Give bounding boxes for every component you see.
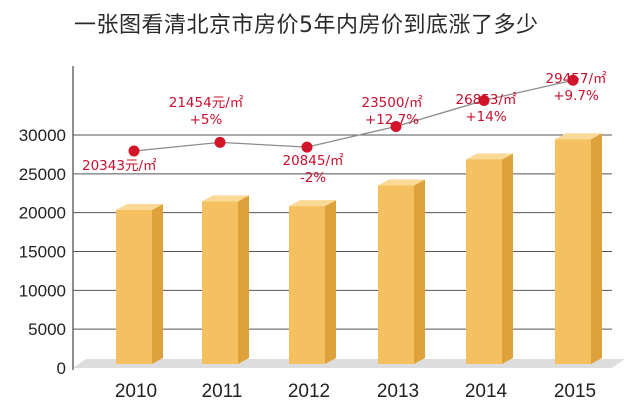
y-tick-label: 25000 xyxy=(19,165,66,184)
y-tick-label: 0 xyxy=(57,359,66,378)
y-tick-label: 15000 xyxy=(19,243,66,262)
price-point xyxy=(301,141,313,153)
bar-front xyxy=(202,201,238,364)
bar-front xyxy=(378,185,414,364)
bar-side xyxy=(591,133,602,364)
x-tick-label: 2014 xyxy=(465,381,508,402)
bar-front xyxy=(116,210,152,364)
data-label-price: 20845/㎡ xyxy=(283,153,344,169)
price-line xyxy=(133,79,574,152)
bar xyxy=(555,133,602,364)
bar-side xyxy=(414,179,425,364)
data-label-price: 29457/㎡ xyxy=(546,71,607,87)
bar-side xyxy=(238,195,249,364)
price-point xyxy=(478,94,490,106)
data-label-change: -2% xyxy=(300,170,326,186)
x-tick-label: 2012 xyxy=(288,381,330,402)
bar xyxy=(289,200,336,364)
data-label-price: 26853/㎡ xyxy=(456,92,517,108)
bar-front xyxy=(466,159,502,364)
price-point xyxy=(567,74,579,86)
bar-top xyxy=(555,133,602,140)
data-label-price: 23500/㎡ xyxy=(362,95,423,111)
price-point xyxy=(214,136,226,148)
x-tick-label: 2011 xyxy=(202,381,243,402)
bar-front xyxy=(555,139,591,364)
bar-side xyxy=(325,200,336,364)
price-point xyxy=(128,145,140,157)
bar-top xyxy=(116,204,163,211)
bar-top xyxy=(202,195,249,202)
data-label-change: +12.7% xyxy=(365,112,419,128)
x-tick-label: 2013 xyxy=(377,381,419,402)
data-label-change: +9.7% xyxy=(553,88,599,104)
bar-top xyxy=(466,153,513,160)
y-tick-label: 20000 xyxy=(19,204,66,223)
bar xyxy=(116,204,163,364)
data-label-price: 20343元/㎡ xyxy=(82,158,157,174)
price-point xyxy=(390,120,402,132)
x-tick-label: 2010 xyxy=(115,381,157,402)
bar xyxy=(378,179,425,364)
bar-top xyxy=(289,200,336,207)
y-tick-label: 5000 xyxy=(28,320,66,339)
bar-front xyxy=(289,206,325,364)
y-tick-label: 30000 xyxy=(19,126,66,145)
bar-side xyxy=(152,204,163,364)
data-label-change: +14% xyxy=(465,109,506,125)
data-label-price: 21454元/㎡ xyxy=(169,95,244,111)
x-tick-label: 2015 xyxy=(554,381,596,402)
bar-side xyxy=(502,153,513,364)
bar-top xyxy=(378,179,425,186)
bar xyxy=(466,153,513,364)
y-tick-label: 10000 xyxy=(19,281,66,300)
bar xyxy=(202,195,249,364)
chart-title: 一张图看清北京市房价5年内房价到底涨了多少 xyxy=(74,13,539,38)
data-label-change: +5% xyxy=(190,112,223,128)
